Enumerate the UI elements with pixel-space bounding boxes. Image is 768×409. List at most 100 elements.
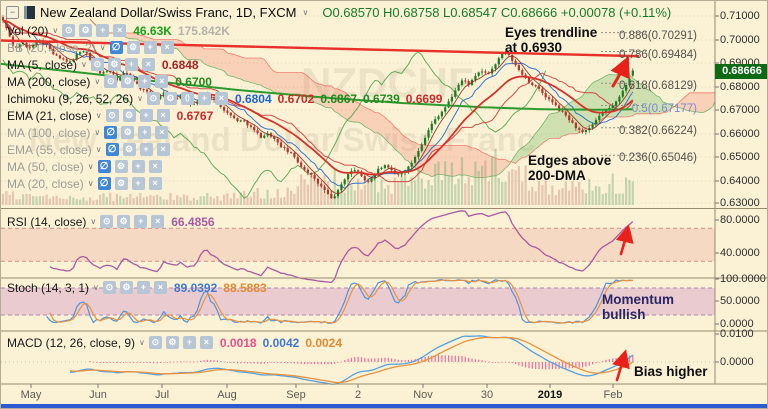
visibility-off-button-icon[interactable]: ∅	[105, 143, 119, 156]
remove-indicator-button-icon[interactable]: ×	[148, 177, 162, 190]
visibility-off-button-icon[interactable]: ∅	[109, 41, 123, 54]
legend-row-ema55: EMA (55, close) ∨ ∅ ⚙ + ×	[7, 142, 171, 157]
arrow-drawing[interactable]	[610, 55, 630, 88]
price-tick-label: 0.64000	[720, 175, 760, 187]
settings-button-icon[interactable]: ⚙	[114, 177, 128, 190]
remove-indicator-button-icon[interactable]: ×	[155, 126, 169, 139]
chevron-down-icon: ∨	[93, 283, 99, 292]
indicator-label-bb[interactable]: BB (20, close, 2)	[7, 40, 96, 55]
indicator-label-ma200[interactable]: MA (200, close)	[7, 74, 91, 89]
add-indicator-button-icon[interactable]: +	[136, 281, 150, 294]
settings-button-icon[interactable]: ⚙	[165, 336, 179, 349]
legend-row-ma5: MA (5, close) ∨ ⊙ ⚙ + × 0.6848	[7, 57, 199, 72]
chevron-down-icon: ∨	[90, 217, 97, 226]
fib-level-label: 0.786(0.69484)	[618, 48, 697, 61]
indicator-label-macd[interactable]: MACD (12, 26, close, 9)	[7, 335, 136, 350]
indicator-label-rsi[interactable]: RSI (14, close)	[7, 214, 87, 229]
settings-button-icon[interactable]: ⚙	[122, 143, 136, 156]
remove-indicator-button-icon[interactable]: ×	[160, 41, 174, 54]
visibility-button-icon[interactable]: ⊙	[62, 24, 76, 37]
add-indicator-button-icon[interactable]: +	[139, 109, 153, 122]
indicator-label-vol[interactable]: Vol (20)	[7, 23, 49, 38]
add-indicator-button-icon[interactable]: +	[134, 215, 148, 228]
add-indicator-button-icon[interactable]: +	[124, 58, 138, 71]
indicator-label-ema21[interactable]: EMA (21, close)	[7, 108, 92, 123]
indicator-label-stoch[interactable]: Stoch (14, 3, 1)	[7, 280, 90, 295]
settings-button-icon[interactable]: ⚙	[122, 109, 136, 122]
indicator-value: 0.6867	[320, 91, 358, 106]
remove-indicator-button-icon[interactable]: ×	[153, 281, 167, 294]
indicator-value: 0.6700	[175, 74, 212, 89]
arrow-drawing[interactable]	[615, 224, 634, 256]
symbol-title[interactable]: New Zealand Dollar/Swiss Franc, 1D, FXCM	[40, 5, 297, 20]
remove-indicator-button-icon[interactable]: ×	[141, 58, 155, 71]
settings-button-icon[interactable]: ⚙	[114, 160, 128, 173]
price-tick-label: 0.71000	[720, 10, 760, 22]
indicator-value: 89.0392	[173, 280, 218, 295]
time-tick-label: Jun	[89, 389, 107, 401]
pane-separators	[1, 1, 767, 388]
remove-indicator-button-icon[interactable]: ×	[155, 75, 169, 88]
visibility-button-icon[interactable]: ⊙	[148, 336, 162, 349]
settings-button-icon[interactable]: ⚙	[79, 24, 93, 37]
settings-button-icon[interactable]: ⚙	[121, 75, 135, 88]
remove-indicator-button-icon[interactable]: ×	[199, 336, 213, 349]
visibility-off-button-icon[interactable]: ∅	[97, 177, 111, 190]
chevron-down-icon: ∨	[94, 128, 101, 137]
add-indicator-button-icon[interactable]: +	[138, 75, 152, 88]
annotation-bias-higher[interactable]: Bias higher	[634, 364, 708, 379]
visibility-off-button-icon[interactable]: ∅	[104, 126, 118, 139]
annotation-edges-above-200dma[interactable]: Edges above 200-DMA	[528, 153, 612, 184]
annotation-momentum-bullish[interactable]: Momentum bullish	[602, 292, 674, 323]
indicator-label-ma5[interactable]: MA (5, close)	[7, 57, 78, 72]
visibility-button-icon[interactable]: ⊙	[102, 281, 116, 294]
remove-indicator-button-icon[interactable]: ×	[151, 215, 165, 228]
indicator-label-ma100[interactable]: MA (100, close)	[7, 125, 91, 140]
price-tick-label: 0.63000	[720, 197, 760, 209]
chevron-down-icon: ∨	[139, 338, 145, 347]
visibility-button-icon[interactable]: ⊙	[100, 215, 114, 228]
indicator-value: 0.0024	[305, 335, 343, 350]
add-indicator-button-icon[interactable]: +	[143, 41, 157, 54]
remove-indicator-button-icon[interactable]: ×	[156, 143, 170, 156]
settings-button-icon[interactable]: ⚙	[119, 281, 133, 294]
add-indicator-button-icon[interactable]: +	[138, 126, 152, 139]
legend-row-ma20: MA (20, close) ∨ ∅ ⚙ + ×	[7, 176, 163, 191]
indicator-label-ma20[interactable]: MA (20, close)	[7, 176, 84, 191]
indicator-label-ichimoku[interactable]: Ichimoku (9, 26, 52, 26)	[7, 91, 134, 106]
indicator-label-ma50[interactable]: MA (50, close)	[7, 159, 84, 174]
add-indicator-button-icon[interactable]: +	[182, 336, 196, 349]
chevron-down-icon: ∨	[99, 43, 106, 52]
add-indicator-button-icon[interactable]: +	[96, 24, 110, 37]
add-indicator-button-icon[interactable]: +	[131, 160, 145, 173]
collapse-panel-button[interactable]: −	[6, 6, 19, 19]
add-indicator-button-icon[interactable]: +	[139, 143, 153, 156]
visibility-button-icon[interactable]: ⊙	[90, 58, 104, 71]
arrow-drawing[interactable]	[612, 349, 630, 382]
settings-button-icon[interactable]: ⚙	[121, 126, 135, 139]
ohlc-values: O0.68570 H0.68758 L0.68547 C0.68666 +0.0…	[322, 5, 672, 20]
visibility-button-icon[interactable]: ⊙	[146, 92, 160, 105]
indicator-label-ema55[interactable]: EMA (55, close)	[7, 142, 92, 157]
annotation-eyes-trendline[interactable]: Eyes trendline at 0.6930	[505, 25, 598, 56]
trendline-drawing[interactable]	[1, 39, 640, 58]
visibility-button-icon[interactable]: ⊙	[105, 109, 119, 122]
stoch-lines	[46, 278, 633, 324]
settings-button-icon[interactable]: ⚙	[117, 215, 131, 228]
source-button-icon[interactable]: ()	[180, 92, 194, 105]
visibility-off-button-icon[interactable]: ∅	[97, 160, 111, 173]
indicator-tick-label: 0.0000	[720, 356, 754, 368]
remove-indicator-button-icon[interactable]: ×	[148, 160, 162, 173]
remove-indicator-button-icon[interactable]: ×	[113, 24, 127, 37]
settings-button-icon[interactable]: ⚙	[163, 92, 177, 105]
add-indicator-button-icon[interactable]: +	[197, 92, 211, 105]
add-indicator-button-icon[interactable]: +	[131, 177, 145, 190]
time-tick-label: 2	[354, 389, 362, 401]
visibility-button-icon[interactable]: ⊙	[104, 75, 118, 88]
settings-button-icon[interactable]: ⚙	[107, 58, 121, 71]
remove-indicator-button-icon[interactable]: ×	[214, 92, 228, 105]
remove-indicator-button-icon[interactable]: ×	[156, 109, 170, 122]
settings-button-icon[interactable]: ⚙	[126, 41, 140, 54]
time-tick-label: May	[20, 389, 42, 401]
